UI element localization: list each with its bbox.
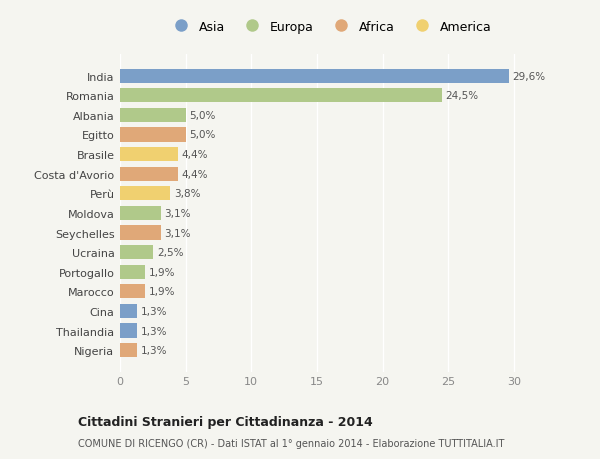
- Text: Cittadini Stranieri per Cittadinanza - 2014: Cittadini Stranieri per Cittadinanza - 2…: [78, 415, 373, 428]
- Bar: [120, 285, 145, 299]
- Text: 1,3%: 1,3%: [141, 306, 167, 316]
- Bar: [120, 109, 185, 123]
- Bar: [120, 343, 137, 358]
- Bar: [120, 128, 185, 142]
- Text: 2,5%: 2,5%: [157, 247, 183, 257]
- Text: 29,6%: 29,6%: [512, 72, 545, 82]
- Text: 1,3%: 1,3%: [141, 326, 167, 336]
- Text: 5,0%: 5,0%: [190, 111, 216, 121]
- Bar: [120, 324, 137, 338]
- Text: 5,0%: 5,0%: [190, 130, 216, 140]
- Bar: [120, 187, 170, 201]
- Bar: [120, 69, 509, 84]
- Text: 3,1%: 3,1%: [164, 208, 191, 218]
- Bar: [120, 246, 153, 260]
- Text: COMUNE DI RICENGO (CR) - Dati ISTAT al 1° gennaio 2014 - Elaborazione TUTTITALIA: COMUNE DI RICENGO (CR) - Dati ISTAT al 1…: [78, 438, 505, 448]
- Text: 1,3%: 1,3%: [141, 345, 167, 355]
- Text: 1,9%: 1,9%: [149, 287, 175, 297]
- Text: 3,1%: 3,1%: [164, 228, 191, 238]
- Bar: [120, 226, 161, 240]
- Text: 1,9%: 1,9%: [149, 267, 175, 277]
- Bar: [120, 265, 145, 279]
- Bar: [120, 167, 178, 181]
- Legend: Asia, Europa, Africa, America: Asia, Europa, Africa, America: [165, 17, 495, 38]
- Text: 4,4%: 4,4%: [182, 169, 208, 179]
- Bar: [120, 148, 178, 162]
- Text: 3,8%: 3,8%: [174, 189, 200, 199]
- Bar: [120, 89, 442, 103]
- Text: 24,5%: 24,5%: [445, 91, 479, 101]
- Bar: [120, 207, 161, 220]
- Text: 4,4%: 4,4%: [182, 150, 208, 160]
- Bar: [120, 304, 137, 318]
